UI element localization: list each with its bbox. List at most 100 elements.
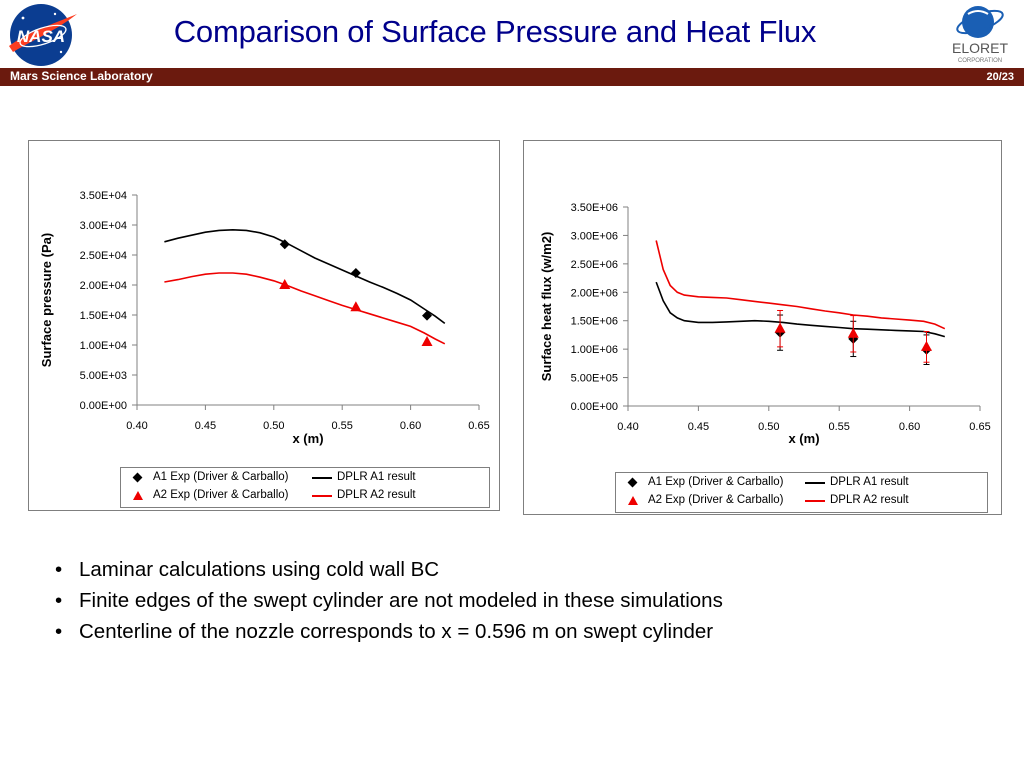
black-line-icon [312, 477, 332, 479]
slide-title: Comparison of Surface Pressure and Heat … [173, 14, 817, 49]
y-tick-label: 3.00E+04 [80, 220, 127, 232]
pressure-chart-plot: 0.00E+00 5.00E+03 1.00E+04 1.50E+04 2.00E+04… [39, 190, 490, 446]
legend-label: A2 Exp (Driver & Carballo) [648, 494, 784, 506]
legend-item-a2-exp: A2 Exp (Driver & Carballo) [127, 489, 288, 501]
x-tick-label: 0.40 [617, 421, 638, 433]
heat-flux-chart-plot: 0.00E+00 5.00E+05 1.00E+06 1.50E+06 2.00E+06… [539, 202, 991, 446]
bullet-dot-icon: • [55, 620, 63, 643]
x-tick-label: 0.65 [969, 421, 990, 433]
eloret-logo-subtext: CORPORATION [958, 58, 1002, 64]
legend-item-a2-exp: A2 Exp (Driver & Carballo) [622, 494, 783, 506]
y-tick-label: 1.00E+06 [571, 344, 618, 356]
y-axis-label: Surface heat flux (w/m2) [539, 232, 554, 382]
x-axis-label: x (m) [788, 431, 819, 446]
y-tick-label: 1.50E+04 [80, 310, 127, 322]
data-point-triangle [421, 336, 433, 346]
data-point-triangle [774, 322, 786, 333]
series-line-dplr-a1-result [164, 228, 446, 325]
legend-label: DPLR A2 result [337, 489, 416, 501]
data-point-diamond [422, 310, 433, 321]
bullet-dot-icon: • [55, 589, 63, 612]
eloret-logo-text: ELORET [952, 40, 1008, 56]
data-point-diamond [350, 268, 361, 278]
nasa-logo-star [53, 12, 57, 16]
data-point-triangle [920, 340, 932, 351]
y-tick-label: 5.00E+05 [571, 373, 618, 385]
y-tick-label: 5.00E+03 [80, 370, 127, 382]
x-tick-label: 0.60 [899, 421, 920, 433]
black-line-icon [805, 482, 825, 484]
y-tick-label: 1.50E+06 [571, 316, 618, 328]
header-bar: Mars Science Laboratory 20/23 [0, 68, 1024, 86]
y-tick-label: 3.50E+04 [80, 190, 127, 202]
x-tick-label: 0.55 [331, 420, 352, 432]
y-tick-label: 1.00E+04 [80, 340, 127, 352]
y-tick-label: 2.50E+06 [571, 259, 618, 271]
diamond-marker-icon [132, 472, 143, 483]
red-line-icon [805, 500, 825, 502]
bullet-item: • Finite edges of the swept cylinder are … [55, 585, 995, 616]
bullet-text: Finite edges of the swept cylinder are n… [79, 589, 723, 612]
series-line-dplr-a1-result [655, 281, 946, 338]
x-tick-label: 0.65 [468, 420, 489, 432]
y-tick-label: 3.50E+06 [571, 202, 618, 214]
legend-label: A1 Exp (Driver & Carballo) [648, 476, 784, 488]
y-axis-label: Surface pressure (Pa) [39, 233, 54, 367]
legend-item-dplr-a2: DPLR A2 result [311, 489, 416, 501]
x-tick-label: 0.45 [195, 420, 216, 432]
y-tick-label: 2.00E+06 [571, 287, 618, 299]
y-tick-label: 0.00E+00 [80, 400, 127, 412]
nasa-logo-orbit [19, 24, 67, 48]
eloret-logo-highlight [967, 10, 989, 15]
x-tick-label: 0.45 [688, 421, 709, 433]
data-point-triangle [847, 327, 859, 338]
legend-item-dplr-a1: DPLR A1 result [311, 471, 416, 483]
nasa-logo-star [21, 16, 25, 20]
bullet-item: • Centerline of the nozzle corresponds to… [55, 616, 995, 647]
legend-label: DPLR A1 result [830, 476, 909, 488]
data-point-triangle [350, 301, 362, 312]
legend-label: A1 Exp (Driver & Carballo) [153, 471, 289, 483]
y-tick-label: 2.50E+04 [80, 250, 127, 262]
pressure-chart: 0.00E+00 5.00E+03 1.00E+04 1.50E+04 2.00E+04… [28, 140, 500, 511]
data-point-diamond [279, 239, 290, 250]
triangle-marker-icon [133, 491, 143, 500]
header-project-label: Mars Science Laboratory [10, 69, 153, 83]
x-axis-label: x (m) [292, 431, 323, 446]
legend-label: DPLR A1 result [337, 471, 416, 483]
legend-item-a1-exp: A1 Exp (Driver & Carballo) [127, 471, 288, 483]
pressure-chart-legend: A1 Exp (Driver & Carballo) DPLR A1 resul… [120, 467, 490, 508]
x-tick-label: 0.60 [400, 420, 421, 432]
red-line-icon [312, 495, 332, 497]
x-tick-label: 0.40 [126, 420, 147, 432]
bullet-text: Centerline of the nozzle corresponds to … [79, 620, 714, 643]
data-point-triangle [279, 279, 291, 289]
legend-item-dplr-a1: DPLR A1 result [804, 476, 909, 488]
x-tick-label: 0.55 [828, 421, 849, 433]
heat-flux-chart-legend: A1 Exp (Driver & Carballo) DPLR A1 resul… [615, 472, 988, 513]
legend-label: A2 Exp (Driver & Carballo) [153, 489, 289, 501]
nasa-logo-text: NASA [17, 27, 65, 46]
eloret-logo-ring [956, 9, 1004, 35]
page-number: 20/23 [986, 71, 1014, 83]
x-tick-label: 0.50 [263, 420, 284, 432]
y-tick-label: 3.00E+06 [571, 230, 618, 242]
y-tick-label: 2.00E+04 [80, 280, 127, 292]
bullet-item: • Laminar calculations using cold wall BC [55, 554, 995, 585]
series-line-dplr-a2-result [164, 272, 446, 345]
nasa-logo-star [59, 50, 63, 54]
nasa-logo-swoosh [9, 14, 77, 52]
legend-item-a1-exp: A1 Exp (Driver & Carballo) [622, 476, 783, 488]
diamond-marker-icon [627, 477, 638, 488]
triangle-marker-icon [628, 496, 638, 505]
bullet-list: • Laminar calculations using cold wall BC… [55, 554, 995, 647]
nasa-logo-icon: NASA [9, 4, 77, 66]
eloret-logo-icon: ELORET CORPORATION [952, 6, 1008, 64]
y-tick-label: 0.00E+00 [571, 401, 618, 413]
series-line-dplr-a2-result [655, 240, 946, 330]
legend-item-dplr-a2: DPLR A2 result [804, 494, 909, 506]
bullet-dot-icon: • [55, 558, 63, 581]
legend-label: DPLR A2 result [830, 494, 909, 506]
bullet-text: Laminar calculations using cold wall BC [79, 558, 440, 581]
x-tick-label: 0.50 [758, 421, 779, 433]
